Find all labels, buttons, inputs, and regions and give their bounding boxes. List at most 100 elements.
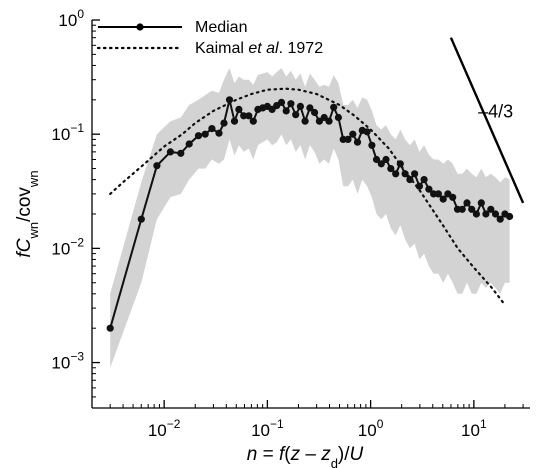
median-point bbox=[396, 160, 404, 168]
label-part: = bbox=[257, 444, 279, 465]
tick-exponent: −1 bbox=[270, 417, 284, 431]
label-part: U bbox=[350, 444, 364, 465]
label-part: C bbox=[14, 238, 35, 252]
median-point bbox=[439, 195, 447, 203]
median-point bbox=[468, 205, 476, 213]
median-point bbox=[137, 215, 145, 223]
label-part: et al bbox=[248, 40, 279, 57]
tick-base: 10 bbox=[51, 239, 70, 258]
tick-exponent: 1 bbox=[480, 417, 487, 431]
label-part: Kaimal bbox=[195, 40, 248, 57]
median-point bbox=[434, 190, 442, 198]
axes bbox=[91, 19, 530, 409]
median-point bbox=[449, 193, 457, 201]
tick-base: 10 bbox=[148, 421, 167, 440]
tick-base: 10 bbox=[58, 11, 77, 30]
tick-base: 10 bbox=[461, 421, 480, 440]
x-tick-label: 10−1 bbox=[251, 417, 284, 440]
median-point bbox=[491, 210, 500, 218]
median-point bbox=[344, 135, 352, 143]
median-point bbox=[349, 130, 357, 138]
y-tick-label: 10−1 bbox=[51, 121, 84, 144]
median-point bbox=[463, 199, 471, 207]
median-point bbox=[249, 117, 257, 125]
label-part: – bbox=[300, 444, 321, 465]
x-tick-label: 100 bbox=[358, 417, 384, 440]
median-point bbox=[425, 185, 433, 193]
median-point bbox=[496, 215, 504, 223]
kaimal-curve bbox=[109, 87, 506, 306]
legend-median-label: Median bbox=[195, 19, 247, 36]
label-part: f bbox=[14, 251, 35, 258]
tick-base: 10 bbox=[51, 125, 70, 144]
median-point bbox=[406, 176, 414, 184]
spread-band-layer bbox=[110, 68, 510, 368]
tick-base: 10 bbox=[251, 421, 270, 440]
y-tick-label: 100 bbox=[58, 7, 84, 30]
median-point bbox=[235, 105, 243, 113]
median-point bbox=[472, 210, 480, 218]
label-part: f bbox=[279, 444, 286, 465]
median-point bbox=[215, 129, 223, 137]
x-tick-label: 101 bbox=[461, 417, 487, 440]
median-point bbox=[458, 205, 466, 213]
tick-exponent: −1 bbox=[70, 121, 84, 135]
median-point bbox=[401, 170, 409, 178]
slope-reference-line bbox=[449, 37, 525, 204]
curve-layer: –4/3 bbox=[106, 37, 525, 332]
label-part: . 1972 bbox=[279, 40, 324, 57]
label-part: d bbox=[331, 456, 338, 468]
x-axis-label: n = f(z – zd)/U bbox=[247, 444, 364, 468]
median-point bbox=[392, 170, 400, 178]
median-point bbox=[245, 112, 253, 120]
median-point bbox=[282, 107, 290, 115]
tick-base: 10 bbox=[51, 354, 70, 373]
median-point bbox=[482, 210, 490, 218]
median-point bbox=[201, 130, 209, 138]
label-part: /cov bbox=[14, 187, 35, 222]
legend-median-marker bbox=[136, 23, 144, 31]
median-point bbox=[415, 182, 423, 190]
y-tick-label: 10−2 bbox=[51, 235, 84, 258]
median-point bbox=[477, 199, 485, 207]
median-point bbox=[387, 165, 395, 173]
median-point bbox=[240, 112, 248, 120]
median-point bbox=[208, 125, 216, 133]
tick-exponent: −2 bbox=[167, 417, 181, 431]
median-point bbox=[330, 103, 338, 111]
median-point bbox=[287, 100, 295, 108]
median-point bbox=[106, 324, 114, 332]
median-point bbox=[372, 155, 381, 164]
tick-exponent: −3 bbox=[70, 350, 84, 364]
legend: Median Kaimal et al. 1972 bbox=[96, 19, 324, 57]
median-point bbox=[368, 141, 376, 149]
label-part: n bbox=[247, 444, 258, 465]
median-point bbox=[225, 96, 234, 104]
median-point bbox=[185, 140, 193, 148]
median-point bbox=[311, 108, 319, 117]
median-point bbox=[377, 160, 385, 168]
tick-exponent: 0 bbox=[377, 417, 384, 431]
label-part: wn bbox=[26, 222, 41, 240]
tick-exponent: −2 bbox=[70, 235, 84, 249]
median-point bbox=[325, 117, 333, 125]
x-tick-label: 10−2 bbox=[148, 417, 181, 440]
median-point bbox=[153, 162, 161, 170]
label-part: Median bbox=[195, 19, 247, 36]
label-part: )/ bbox=[338, 444, 350, 465]
median-point bbox=[277, 98, 286, 106]
median-point bbox=[166, 148, 174, 156]
median-point bbox=[353, 138, 362, 146]
median-point bbox=[292, 111, 300, 119]
median-point bbox=[420, 176, 428, 184]
median-point bbox=[296, 102, 304, 110]
median-point bbox=[487, 205, 495, 213]
spread-band bbox=[110, 68, 510, 368]
median-point bbox=[363, 128, 371, 136]
median-point bbox=[177, 149, 185, 157]
label-part: wn bbox=[26, 170, 41, 188]
y-tick-label: 10−3 bbox=[51, 350, 84, 373]
median-point bbox=[506, 212, 514, 221]
median-point bbox=[194, 132, 203, 140]
